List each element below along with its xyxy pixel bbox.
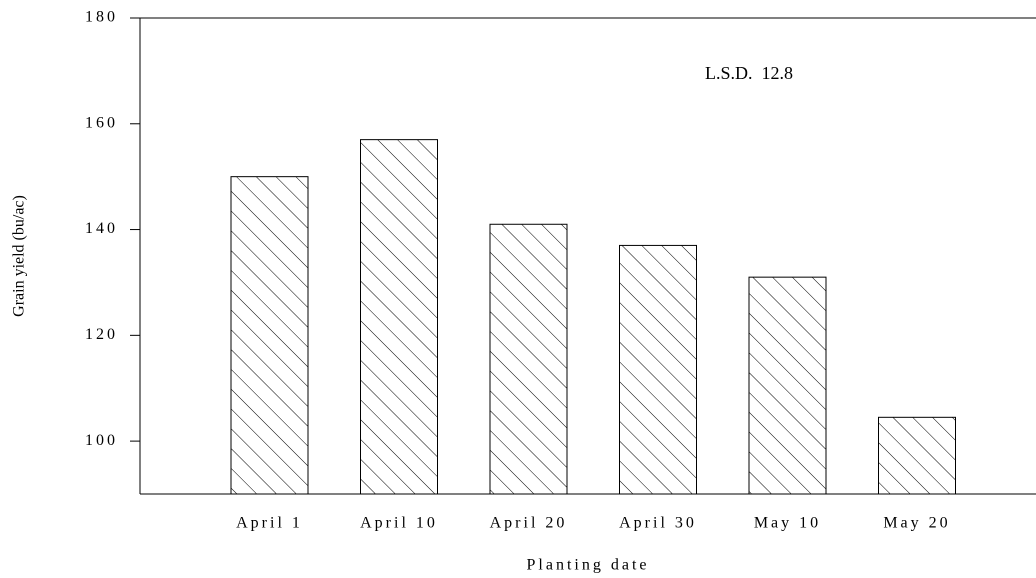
y-tick-label: 180 [85,9,118,26]
y-tick-label: 120 [85,326,118,343]
x-tick-label: April 30 [619,515,697,532]
x-tick-label: May 20 [883,515,950,532]
y-axis-label: Grain yield (bu/ac) [11,195,28,317]
x-tick-label: April 10 [360,515,438,532]
bar [360,139,438,495]
y-tick-label: 160 [85,114,118,131]
x-tick-label: May 10 [754,515,821,532]
bar [619,244,697,495]
x-axis-label: Planting date [527,557,650,574]
x-tick-label: April 1 [236,515,303,532]
bar [489,223,568,495]
bar [748,276,827,495]
y-tick-label: 100 [85,432,118,449]
bar [878,416,956,495]
annotation: L.S.D. 12.8 [705,63,793,83]
x-tick-label: April 20 [490,515,568,532]
y-tick-label: 140 [85,220,118,237]
bar [230,176,309,495]
